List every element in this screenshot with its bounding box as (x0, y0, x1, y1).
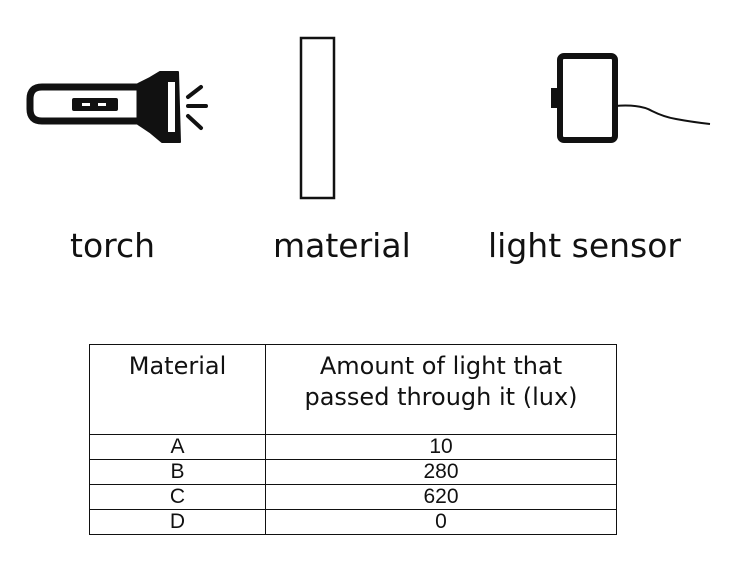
table-row: A 10 (89, 434, 617, 460)
light-amount-header-text: Amount of light that passed through it (… (304, 352, 578, 411)
material-cell: C (89, 484, 266, 510)
table-row: D 0 (89, 509, 617, 535)
material-cell: B (89, 459, 266, 485)
light-amount-column-header: Amount of light that passed through it (… (265, 344, 617, 435)
material-slab (299, 36, 336, 200)
apparatus-drawing (26, 36, 711, 200)
results-table: Material Amount of light that passed thr… (89, 344, 617, 535)
lux-cell: 280 (265, 459, 617, 485)
torch-label: torch (70, 226, 156, 265)
lux-cell: 620 (265, 484, 617, 510)
material-label: material (273, 226, 411, 265)
table-row: C 620 (89, 484, 617, 510)
torch-icon (26, 71, 208, 143)
table-row: B 280 (89, 459, 617, 485)
table-header-row: Material Amount of light that passed thr… (89, 344, 617, 435)
lux-cell: 0 (265, 509, 617, 535)
material-column-header: Material (89, 344, 266, 435)
light-sensor-label: light sensor (488, 226, 681, 265)
lux-cell: 10 (265, 434, 617, 460)
apparatus-diagram: torch material light sensor (26, 36, 711, 265)
material-cell: D (89, 509, 266, 535)
material-cell: A (89, 434, 266, 460)
light-sensor-icon (551, 53, 711, 143)
